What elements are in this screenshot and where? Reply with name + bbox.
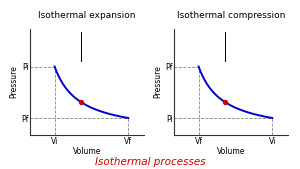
Y-axis label: Pressure: Pressure bbox=[10, 66, 19, 98]
X-axis label: Volume: Volume bbox=[217, 147, 245, 156]
Y-axis label: Pressure: Pressure bbox=[154, 66, 163, 98]
Text: Isothermal processes: Isothermal processes bbox=[95, 157, 205, 167]
X-axis label: Volume: Volume bbox=[73, 147, 101, 156]
Title: Isothermal compression: Isothermal compression bbox=[177, 11, 285, 20]
Title: Isothermal expansion: Isothermal expansion bbox=[38, 11, 136, 20]
